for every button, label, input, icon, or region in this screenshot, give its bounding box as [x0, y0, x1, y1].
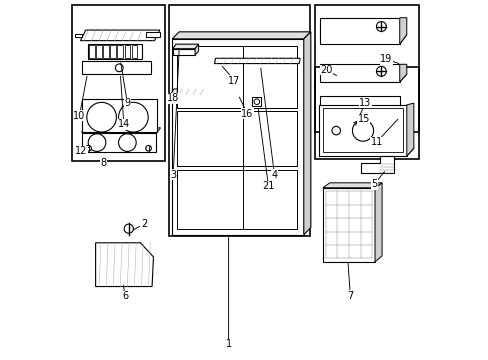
Bar: [320, 96, 399, 128]
Text: 7: 7: [346, 291, 353, 301]
Text: 13: 13: [358, 98, 370, 108]
Bar: [234, 85, 239, 102]
Circle shape: [115, 64, 123, 72]
Circle shape: [253, 99, 259, 104]
Polygon shape: [214, 58, 300, 64]
Polygon shape: [320, 74, 406, 82]
Polygon shape: [172, 32, 310, 39]
Bar: [103, 45, 108, 58]
Bar: [110, 45, 116, 58]
Text: 12: 12: [75, 146, 87, 156]
Polygon shape: [406, 103, 413, 156]
Polygon shape: [322, 183, 381, 188]
Bar: [172, 49, 195, 55]
Bar: [320, 18, 399, 44]
Bar: [177, 46, 297, 108]
Bar: [204, 57, 208, 74]
Bar: [124, 45, 130, 58]
Bar: [131, 45, 137, 58]
Polygon shape: [172, 39, 303, 235]
Bar: [177, 111, 297, 166]
Polygon shape: [399, 18, 406, 44]
Bar: [81, 99, 157, 132]
Text: 2: 2: [141, 219, 147, 229]
Bar: [223, 57, 227, 74]
Text: 14: 14: [118, 119, 130, 129]
Bar: [210, 57, 215, 74]
Polygon shape: [303, 32, 310, 235]
Bar: [228, 85, 232, 102]
Text: 11: 11: [370, 137, 382, 147]
Bar: [319, 105, 406, 156]
Circle shape: [352, 120, 373, 141]
Circle shape: [88, 134, 105, 152]
Text: 5: 5: [370, 179, 377, 189]
Bar: [87, 44, 142, 59]
Text: 4: 4: [271, 170, 277, 180]
Bar: [217, 57, 221, 74]
Bar: [81, 134, 155, 152]
Polygon shape: [320, 119, 406, 128]
Bar: [177, 170, 297, 229]
Text: 15: 15: [357, 114, 369, 124]
Circle shape: [331, 126, 340, 135]
Polygon shape: [399, 64, 406, 82]
Polygon shape: [320, 35, 406, 44]
Text: 9: 9: [124, 98, 130, 108]
Text: 1: 1: [225, 339, 231, 349]
Circle shape: [118, 102, 148, 132]
Bar: [89, 45, 94, 58]
Polygon shape: [231, 52, 234, 74]
Text: 6: 6: [122, 292, 128, 301]
Polygon shape: [360, 156, 394, 173]
Polygon shape: [81, 128, 160, 132]
Bar: [198, 57, 202, 74]
Circle shape: [118, 134, 136, 152]
Polygon shape: [172, 44, 198, 49]
Polygon shape: [195, 44, 198, 55]
Bar: [322, 108, 403, 153]
Polygon shape: [75, 33, 82, 37]
Text: 8: 8: [100, 158, 106, 168]
Circle shape: [145, 145, 151, 151]
Text: 19: 19: [380, 54, 392, 64]
Circle shape: [87, 102, 116, 132]
Circle shape: [85, 145, 91, 151]
Text: 3: 3: [170, 170, 176, 180]
Text: 10: 10: [73, 111, 85, 121]
Polygon shape: [248, 81, 252, 102]
Polygon shape: [96, 243, 153, 287]
Polygon shape: [374, 183, 381, 262]
Text: 21: 21: [262, 181, 274, 192]
Circle shape: [376, 22, 386, 31]
Bar: [241, 85, 245, 102]
Polygon shape: [214, 81, 252, 85]
Polygon shape: [81, 30, 160, 41]
Bar: [96, 45, 102, 58]
Polygon shape: [170, 89, 204, 95]
Bar: [215, 85, 220, 102]
Circle shape: [124, 224, 133, 233]
Circle shape: [376, 66, 386, 76]
Bar: [82, 62, 151, 74]
Text: 17: 17: [228, 76, 240, 86]
Bar: [117, 45, 122, 58]
Bar: [320, 64, 399, 82]
Text: 20: 20: [320, 65, 332, 75]
Polygon shape: [197, 52, 234, 57]
Text: 16: 16: [241, 109, 253, 119]
Bar: [322, 188, 374, 262]
Text: 18: 18: [167, 93, 179, 103]
Bar: [252, 98, 261, 106]
Bar: [222, 85, 226, 102]
Polygon shape: [145, 32, 160, 37]
Polygon shape: [319, 148, 413, 156]
